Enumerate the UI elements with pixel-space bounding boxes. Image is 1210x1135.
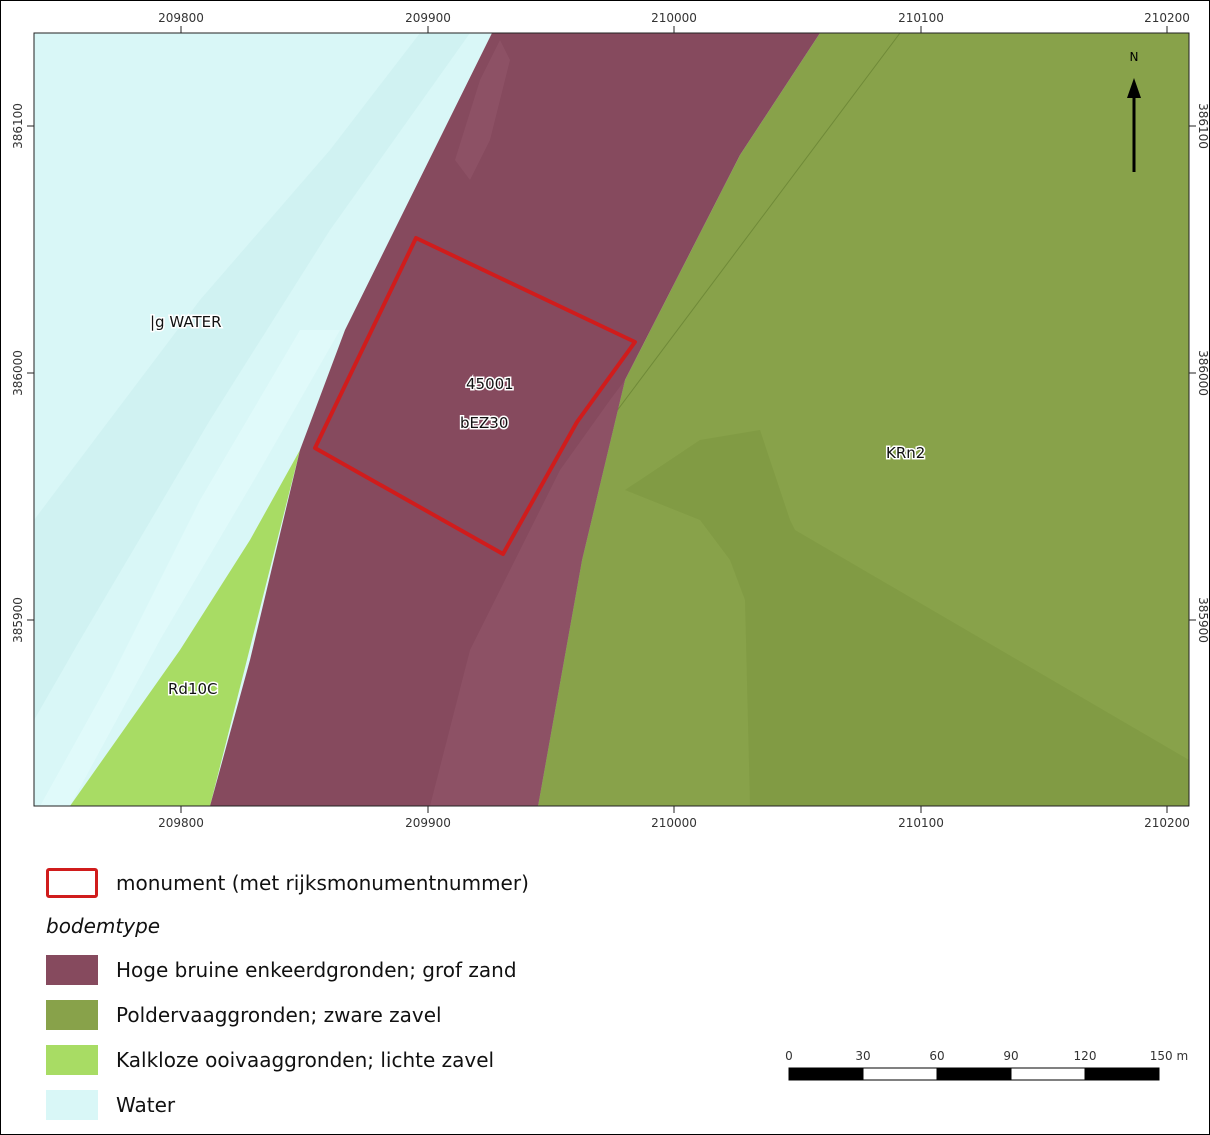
map-border <box>33 32 1190 807</box>
legend-row-ooivaag: Kalkloze ooivaaggronden; lichte zavel <box>46 1037 529 1082</box>
legend-item-label: Hoge bruine enkeerdgronden; grof zand <box>116 957 517 982</box>
polder-line <box>609 33 901 421</box>
north-arrow-icon <box>1127 78 1141 98</box>
monument-swatch <box>46 867 98 898</box>
legend-row-enkeerd: Hoge bruine enkeerdgronden; grof zand <box>46 947 529 992</box>
right-axis-label: 386100 <box>1196 103 1210 149</box>
north-label: N <box>1130 50 1139 64</box>
bottom-axis-label: 210200 <box>1144 816 1190 830</box>
left-axis-label: 386000 <box>11 350 25 396</box>
scale-tick-label: 0 <box>785 1049 793 1063</box>
label-water: |g WATER <box>150 313 222 331</box>
enkeerd-swatch <box>46 954 98 985</box>
water-shade-light <box>40 330 340 806</box>
scale-tick-label: 120 <box>1074 1049 1097 1063</box>
left-axis-label: 386100 <box>11 103 25 149</box>
ooivaag-area <box>70 450 300 806</box>
enkeerd-area <box>210 33 820 806</box>
legend-monument-label: monument (met rijksmonumentnummer) <box>116 870 529 895</box>
enkeerd-shade-top <box>455 40 510 180</box>
scale-segment <box>1010 1067 1086 1081</box>
legend: monument (met rijksmonumentnummer) bodem… <box>46 860 529 1127</box>
label-soil-bez30: bEZ30 <box>460 414 508 432</box>
right-axis-label: 386000 <box>1196 350 1210 396</box>
scale-tick-label: 150 m <box>1150 1049 1188 1063</box>
bottom-axis-label: 209900 <box>405 816 451 830</box>
scale-segment <box>936 1067 1012 1081</box>
map-canvas[interactable]: |g WATER 45001 bEZ30 KRn2 Rd10C N <box>34 33 1189 806</box>
scale-segment <box>862 1067 938 1081</box>
scale-bar: 0 30 60 90 120 150 m <box>785 1049 1188 1081</box>
polder-swatch <box>46 999 98 1030</box>
legend-row-water: Water <box>46 1082 529 1127</box>
label-soil-rd10c: Rd10C <box>168 680 218 698</box>
scale-tick-label: 90 <box>1003 1049 1018 1063</box>
bottom-axis-label: 210000 <box>651 816 697 830</box>
top-axis-label: 210200 <box>1144 11 1190 25</box>
bottom-axis-label: 210100 <box>898 816 944 830</box>
legend-soil-heading: bodemtype <box>46 914 161 938</box>
scale-segment <box>1084 1067 1160 1081</box>
top-axis-label: 209800 <box>158 11 204 25</box>
left-axis-label: 385900 <box>11 597 25 643</box>
right-axis-label: 385900 <box>1196 597 1210 643</box>
scale-tick-label: 60 <box>929 1049 944 1063</box>
enkeerd-shade <box>430 380 625 806</box>
legend-item-label: Poldervaaggronden; zware zavel <box>116 1002 442 1027</box>
label-soil-krn2: KRn2 <box>886 444 925 462</box>
water-swatch <box>46 1089 98 1120</box>
polder-area <box>538 33 1189 806</box>
axis-ticks <box>27 26 1196 813</box>
legend-row-monument: monument (met rijksmonumentnummer) <box>46 860 529 905</box>
legend-item-label: Water <box>116 1092 176 1117</box>
top-axis-label: 209900 <box>405 11 451 25</box>
top-axis-label: 210100 <box>898 11 944 25</box>
label-monument-number: 45001 <box>466 375 514 393</box>
ooivaag-swatch <box>46 1044 98 1075</box>
bottom-axis-label: 209800 <box>158 816 204 830</box>
legend-item-label: Kalkloze ooivaaggronden; lichte zavel <box>116 1047 495 1072</box>
scale-tick-label: 30 <box>855 1049 870 1063</box>
map-area: |g WATER 45001 bEZ30 KRn2 Rd10C N 209800… <box>11 11 1210 830</box>
legend-row-polder: Poldervaaggronden; zware zavel <box>46 992 529 1037</box>
scale-segment <box>788 1067 864 1081</box>
polder-shade <box>625 430 1189 806</box>
top-axis-label: 210000 <box>651 11 697 25</box>
monument-outline[interactable] <box>313 236 637 556</box>
